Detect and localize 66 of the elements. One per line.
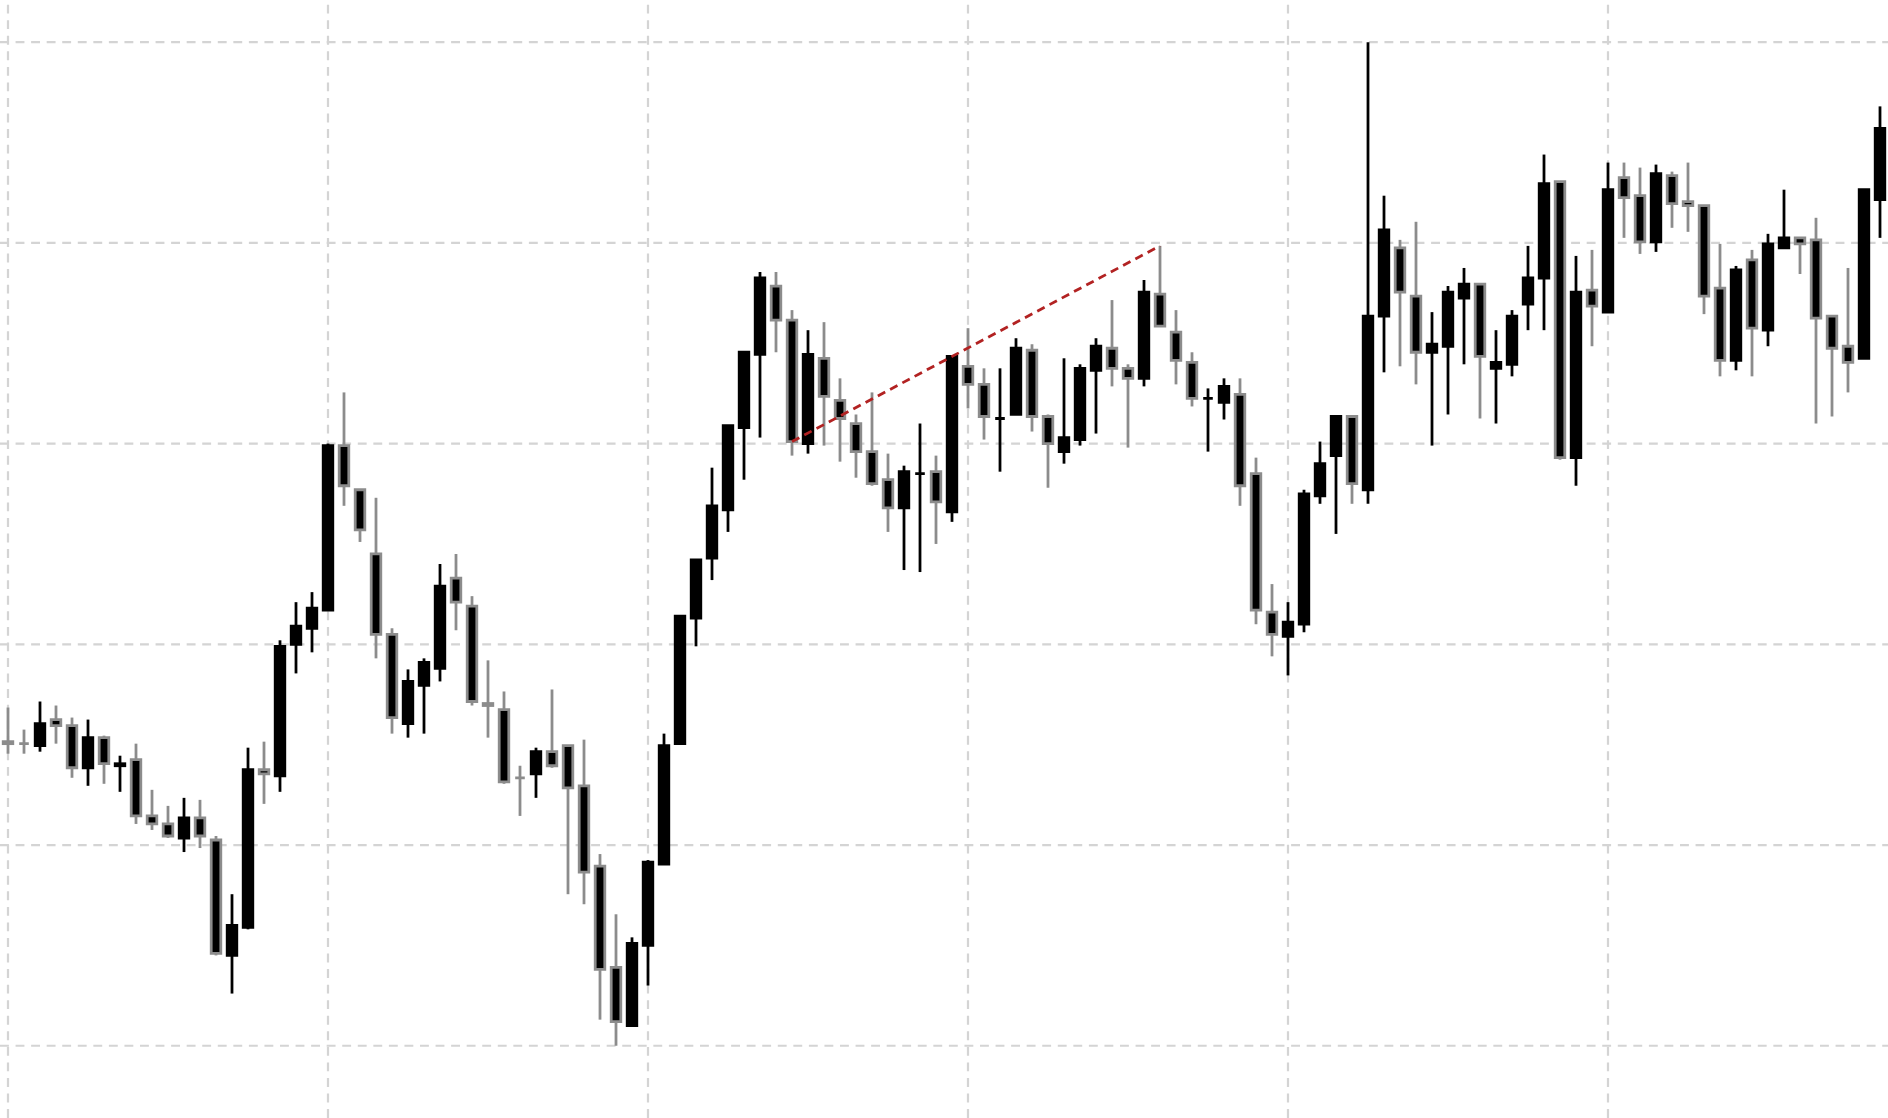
candlestick: [17, 728, 31, 756]
candlestick: [1793, 236, 1807, 276]
candlestick: [817, 320, 831, 447]
candlestick: [1457, 266, 1471, 366]
candlestick: [97, 734, 111, 786]
candlestick: [993, 366, 1007, 474]
candlestick: [1089, 336, 1103, 435]
candlestick: [1105, 298, 1119, 388]
candlestick: [1, 706, 15, 756]
candlestick: [1153, 244, 1167, 328]
candlestick: [193, 798, 207, 850]
candlestick: [977, 366, 991, 441]
candlestick: [289, 600, 303, 675]
candlestick: [49, 704, 63, 746]
candlestick: [401, 668, 415, 740]
candlestick: [513, 764, 527, 818]
candlestick: [1201, 387, 1215, 454]
candlestick: [913, 422, 927, 574]
candlestick: [113, 754, 127, 794]
candlestick: [353, 488, 367, 544]
candlestick: [1841, 266, 1855, 394]
candlestick: [1057, 356, 1071, 466]
candlestick: [529, 746, 543, 800]
candlestick: [769, 270, 783, 354]
candlestick: [1777, 188, 1791, 250]
candlestick: [545, 688, 559, 770]
candlestick: [481, 658, 495, 740]
candlestick: [257, 740, 271, 806]
candlestick: [161, 804, 175, 840]
candlestick: [1265, 582, 1279, 658]
candlestick: [1313, 440, 1327, 506]
candlestick: [1121, 362, 1135, 449]
candlestick: [849, 413, 863, 480]
candlestick: [897, 464, 911, 572]
candlestick: [561, 744, 575, 896]
candlestick: [145, 788, 159, 832]
candlestick: [1665, 170, 1679, 230]
candlestick: [1169, 308, 1183, 386]
candlestick: [1425, 310, 1439, 447]
candlestick: [929, 454, 943, 546]
candlestick: [449, 552, 463, 632]
candlestick: [833, 376, 847, 464]
candlestick: [1281, 600, 1295, 677]
candlestick: [81, 718, 95, 788]
candlestick: [1489, 328, 1503, 425]
candlestick: [1217, 376, 1231, 421]
candlestick: [177, 796, 191, 854]
candlestick: [1633, 166, 1647, 256]
candlestick: [1825, 314, 1839, 418]
candlestick: [1329, 415, 1343, 536]
candlestick: [225, 892, 239, 995]
candlestick: [865, 391, 879, 488]
candlestick: [305, 590, 319, 654]
candlestick: [961, 326, 975, 410]
candlestick: [1681, 161, 1695, 234]
candlestick: [881, 452, 895, 534]
candlestick: [1185, 350, 1199, 408]
candlestick: [1585, 248, 1599, 348]
candlestick: [1521, 244, 1535, 332]
candlestick: [417, 656, 431, 736]
candlestick: [65, 716, 79, 780]
candlestick: [1041, 413, 1055, 490]
candlestick: [1393, 238, 1407, 368]
candlestick: [337, 391, 351, 508]
candlestick: [1617, 161, 1631, 240]
candlestick: [33, 700, 47, 754]
